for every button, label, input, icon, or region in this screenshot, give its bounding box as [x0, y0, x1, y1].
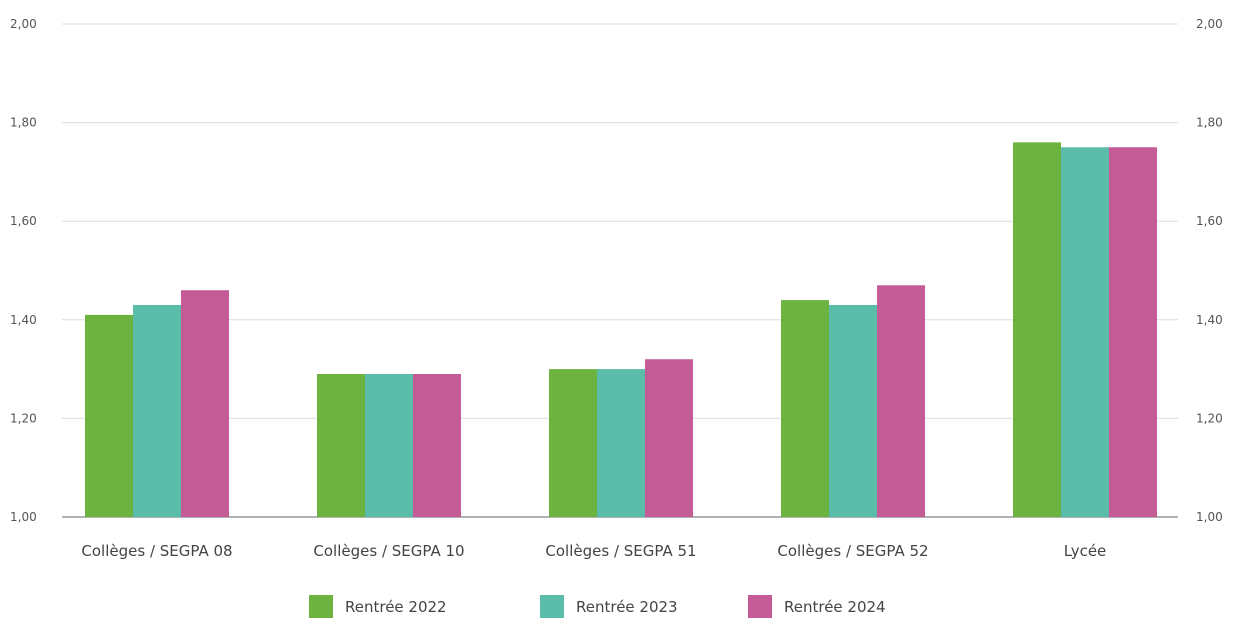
bar: [645, 359, 693, 517]
y-tick-label-right: 2,00: [1196, 17, 1223, 31]
x-category-label: Collèges / SEGPA 51: [545, 542, 696, 560]
y-tick-label-left: 2,00: [10, 17, 37, 31]
bars: [85, 142, 1157, 517]
legend-swatch: [309, 595, 333, 618]
bar: [877, 285, 925, 517]
y-tick-label-left: 1,80: [10, 116, 37, 130]
legend-swatch: [540, 595, 564, 618]
y-tick-label-right: 1,80: [1196, 116, 1223, 130]
bar: [829, 305, 877, 517]
legend: Rentrée 2022 Rentrée 2023 Rentrée 2024: [309, 595, 886, 618]
x-category-label: Collèges / SEGPA 52: [777, 542, 928, 560]
bar: [1013, 142, 1061, 517]
y-tick-label-left: 1,00: [10, 510, 37, 524]
legend-label: Rentrée 2023: [576, 598, 678, 616]
bar: [133, 305, 181, 517]
legend-label: Rentrée 2024: [784, 598, 886, 616]
y-tick-label-left: 1,40: [10, 313, 37, 327]
x-category-label: Lycée: [1064, 542, 1107, 560]
bar: [413, 374, 461, 517]
bar: [85, 314, 133, 517]
bar: [317, 374, 365, 517]
bar: [1061, 147, 1109, 517]
y-tick-label-left: 1,60: [10, 214, 37, 228]
legend-swatch: [748, 595, 772, 618]
y-tick-label-right: 1,00: [1196, 510, 1223, 524]
bar: [181, 290, 229, 517]
y-tick-label-left: 1,20: [10, 411, 37, 425]
gridlines: [62, 23, 1178, 518]
legend-label: Rentrée 2022: [345, 598, 447, 616]
y-tick-label-right: 1,40: [1196, 313, 1223, 327]
bar: [365, 374, 413, 517]
y-tick-label-right: 1,20: [1196, 411, 1223, 425]
bar: [1109, 147, 1157, 517]
bar: [549, 369, 597, 517]
bar: [597, 369, 645, 517]
x-category-label: Collèges / SEGPA 08: [81, 542, 232, 560]
bar: [781, 300, 829, 517]
axes: 1,00 1,00 1,20 1,20 1,40 1,40 1,60 1,60 1,80 1,80…: [10, 17, 1223, 560]
y-tick-label-right: 1,60: [1196, 214, 1223, 228]
x-category-label: Collèges / SEGPA 10: [313, 542, 464, 560]
